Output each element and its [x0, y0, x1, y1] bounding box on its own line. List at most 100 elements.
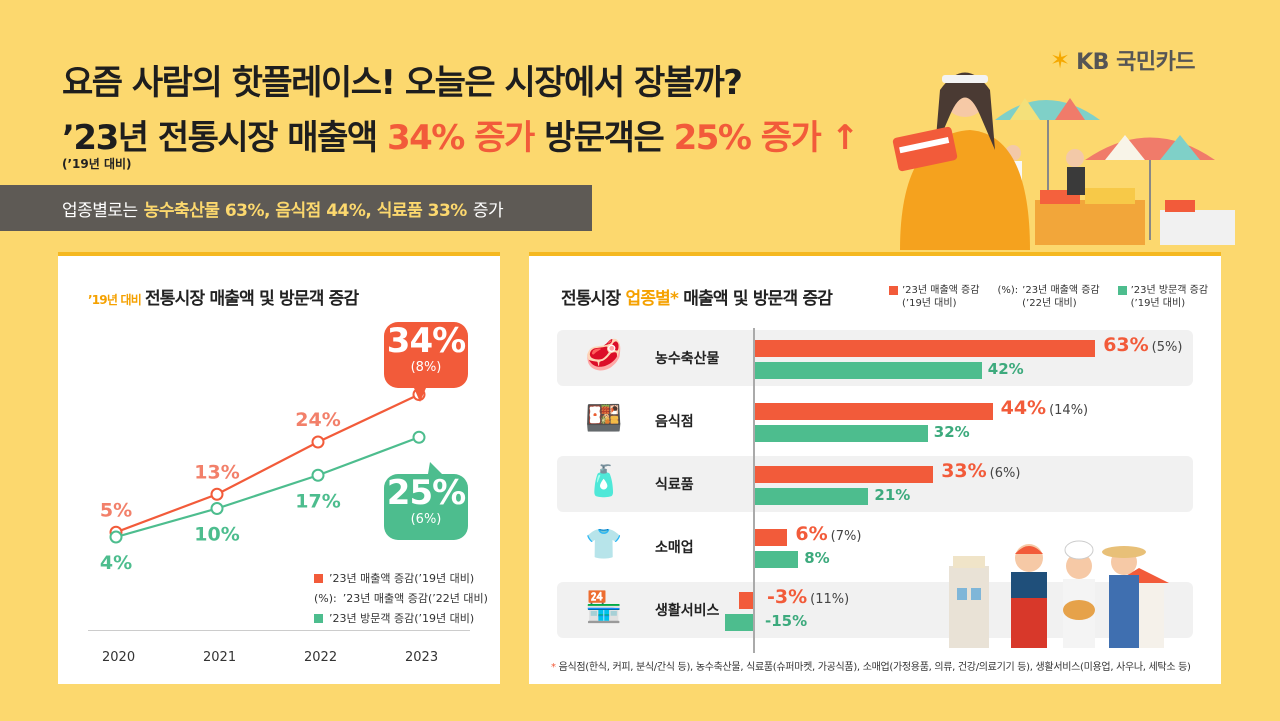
sales-vs22-value: (6%): [989, 466, 1021, 481]
bar-chart-title-pre: 전통시장: [561, 289, 626, 309]
legend-label: ’23년 방문객 증감(’19년 대비): [329, 612, 475, 625]
visitors-value-label: 32%: [933, 423, 970, 441]
sales-value-label: 63% (5%): [1103, 334, 1182, 356]
sales-point: [311, 435, 325, 449]
legend-line: (’19년 대비): [1130, 298, 1186, 309]
category-icon: 🍱: [585, 401, 623, 436]
visitors-bar: [755, 551, 799, 568]
visitors-point: [210, 502, 224, 515]
sales-value: 33%: [941, 460, 987, 482]
bubble-sales-value: 34%: [386, 321, 466, 361]
bubble-visitors-2023: 25% (6%): [384, 474, 468, 540]
sales-value: 6%: [795, 523, 828, 545]
sales-value-label: 33% (6%): [941, 460, 1020, 482]
legend-line: ’23년 매출액 증감: [1022, 285, 1100, 296]
bar-chart-title: 전통시장 업종별* 매출액 및 방문객 증감: [561, 284, 833, 309]
zero-axis-line: [753, 328, 755, 653]
sub-title: ’23년 전통시장 매출액 34% 증가 방문객은 25% 증가 ↑: [62, 110, 860, 159]
arrow-up-icon: ↑: [830, 118, 860, 158]
sales-point: [210, 487, 224, 501]
year-label: 2023: [405, 650, 439, 665]
visitors-bar: [755, 488, 869, 505]
banner-highlight: 농수축산물 63%, 음식점 44%, 식료품 33%: [143, 200, 468, 221]
line-chart-title-text: 전통시장 매출액 및 방문객 증감: [144, 289, 359, 309]
visitors-point: [412, 430, 426, 444]
category-label: 음식점: [655, 414, 694, 430]
sales-value-label: 6% (7%): [795, 523, 861, 545]
market-illustration: [892, 72, 1235, 250]
legend-line: (’19년 대비): [902, 298, 957, 309]
category-label: 농수축산물: [655, 351, 720, 367]
sales-value: -3%: [767, 586, 808, 608]
legend-item-sales: ’23년 매출액 증감(’19년 대비): [889, 284, 979, 310]
line-chart-title-prefix: ’19년 대비: [88, 293, 142, 307]
main-title: 요즘 사람의 핫플레이스! 오늘은 시장에서 장볼까?: [62, 63, 743, 103]
line-chart-legend: ’23년 매출액 증감(’19년 대비) (%): ’23년 매출액 증감(’2…: [314, 570, 488, 630]
year-label: 2021: [203, 650, 237, 665]
sales-bar: [755, 403, 993, 420]
merchants-illustration: [949, 540, 1169, 648]
line-chart: 5% 13% 24% 4% 10% 17%: [100, 388, 442, 574]
bar-chart-card: 전통시장 업종별* 매출액 및 방문객 증감 ’23년 매출액 증감 (’19년 …: [529, 252, 1221, 684]
sales-value-label: 24%: [295, 409, 340, 431]
legend-marker-red: [889, 286, 898, 295]
bubble-sales-vs22: (8%): [410, 360, 442, 375]
legend-item-sales: ’23년 매출액 증감(’19년 대비): [314, 570, 488, 586]
category-label: 생활서비스: [655, 603, 720, 619]
category-icon: 🧴: [585, 464, 623, 499]
sales-bar: [755, 466, 934, 483]
kb-brand-text: KB 국민카드: [1076, 50, 1196, 75]
visitors-value-label: 10%: [194, 524, 239, 546]
visitors-line: [115, 436, 420, 539]
x-axis-line: [88, 630, 470, 631]
year-label: 2020: [102, 650, 136, 665]
sales-bar: [755, 529, 788, 546]
category-icon: 🏪: [585, 590, 623, 625]
visitors-value-label: 21%: [874, 486, 911, 504]
sub-title-mid: 방문객은: [533, 118, 674, 158]
bubble-visitors-value: 25%: [386, 473, 466, 513]
sales-value-label: -3% (11%): [767, 586, 849, 608]
sales-value-label: 13%: [194, 461, 239, 483]
legend-line: ’23년 방문객 증감: [1130, 285, 1209, 296]
legend-marker-green: [1117, 286, 1127, 295]
year-label: 2022: [304, 650, 338, 665]
category-icon: 🥩: [585, 338, 623, 373]
visitors-value-label: 4%: [100, 552, 132, 574]
sales-vs22-value: (11%): [810, 592, 850, 607]
legend-item-visitors: ’23년 방문객 증감(’19년 대비): [314, 610, 488, 626]
sales-bar: [755, 340, 1096, 357]
kb-logo: ✶ KB 국민카드: [1050, 44, 1196, 76]
bar-chart-title-highlight: 업종별*: [625, 289, 679, 309]
sales-vs22-value: (14%): [1049, 403, 1089, 418]
sales-value-label: 44% (14%): [1001, 397, 1089, 419]
legend-line: (’22년 대비): [1022, 298, 1077, 309]
sales-vs22-value: (5%): [1151, 340, 1183, 355]
visitors-bar: [725, 614, 755, 631]
visitors-value-label: 42%: [987, 360, 1024, 378]
sales-value: 44%: [1000, 397, 1047, 419]
bubble-pointer: [428, 462, 442, 474]
legend-marker-green: [314, 613, 323, 623]
legend-item-sales-vs22: (%): ’23년 매출액 증감 (’22년 대비): [997, 284, 1099, 310]
kb-star-icon: ✶: [1050, 46, 1071, 74]
sub-title-pre: ’23년 전통시장 매출액: [62, 118, 387, 158]
visitors-point: [109, 530, 123, 544]
legend-marker-text: (%):: [997, 285, 1019, 296]
footnote: * 음식점(한식, 커피, 분식/간식 등), 농수축산물, 식료품(슈퍼마켓,…: [551, 658, 1191, 673]
sales-increase-highlight: 34% 증가: [386, 118, 535, 158]
legend-marker-text: (%):: [314, 591, 337, 605]
footnote-asterisk: *: [551, 662, 556, 673]
visitors-value-label: 17%: [295, 490, 340, 512]
bar-chart-title-post: 매출액 및 방문객 증감: [678, 289, 833, 309]
visitors-bar: [755, 425, 928, 442]
category-label: 소매업: [655, 540, 694, 556]
visitors-point: [311, 468, 325, 482]
merchant-2: [1066, 553, 1092, 579]
bubble-pointer: [414, 388, 426, 402]
sales-bar: [738, 592, 755, 609]
sales-vs22-value: (7%): [830, 529, 862, 544]
visitors-bar: [755, 362, 982, 379]
category-row-band: [557, 456, 1193, 512]
bubble-sales-2023: 34% (8%): [384, 322, 468, 388]
